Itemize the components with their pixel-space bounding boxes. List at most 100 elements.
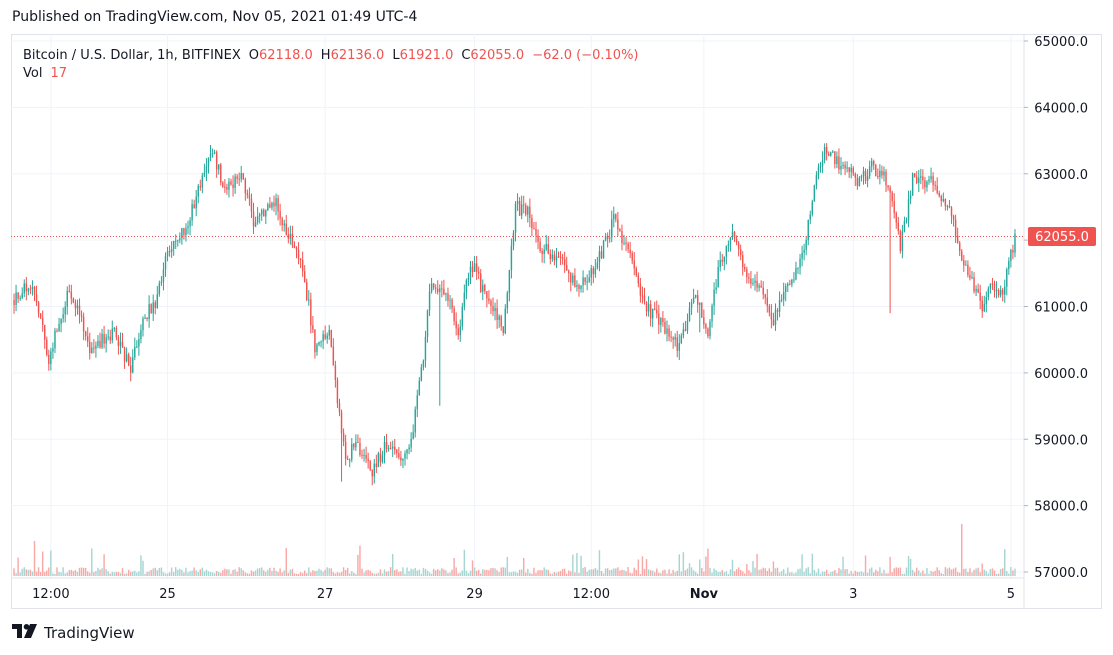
volume-bar xyxy=(602,573,605,576)
candle-body xyxy=(37,302,40,314)
candle-body xyxy=(604,235,607,241)
candle-body xyxy=(856,177,859,186)
candle-body xyxy=(801,252,803,259)
candle-body xyxy=(238,178,240,180)
candle-body xyxy=(70,291,73,299)
volume-bar xyxy=(320,569,322,576)
volume-bar xyxy=(60,572,62,576)
volume-bar xyxy=(461,570,464,576)
volume-bar xyxy=(140,555,142,576)
volume-bar xyxy=(621,569,623,576)
candle-body xyxy=(533,227,535,229)
volume-bar xyxy=(811,553,814,576)
volume-bar xyxy=(465,570,468,576)
volume-bar xyxy=(584,567,586,576)
candle-body xyxy=(156,294,159,308)
candle-body xyxy=(41,317,44,325)
candle-body xyxy=(346,458,349,460)
volume-bar xyxy=(187,572,189,576)
volume-bar xyxy=(477,569,480,576)
volume-bar xyxy=(586,571,588,576)
candle-body xyxy=(369,461,371,470)
volume-bar xyxy=(711,572,713,576)
volume-bar xyxy=(430,573,433,576)
candle-body xyxy=(795,267,797,280)
candle-body xyxy=(134,346,136,358)
volume-value: 17 xyxy=(50,66,67,81)
volume-bar xyxy=(336,572,339,576)
volume-bar xyxy=(273,567,275,576)
candle-body xyxy=(651,308,654,319)
candle-body xyxy=(510,245,513,271)
volume-bar xyxy=(727,573,730,576)
volume-bar xyxy=(56,567,58,576)
volume-bar xyxy=(127,569,130,576)
volume-bar xyxy=(328,568,330,576)
last-price-text: 62055.0 xyxy=(1035,230,1089,245)
volume-bar xyxy=(41,551,44,576)
candle-body xyxy=(696,295,699,305)
candle-body xyxy=(565,264,568,271)
volume-bar xyxy=(715,570,717,576)
candle-body xyxy=(334,365,337,381)
footer-brand[interactable]: TradingView xyxy=(12,624,135,642)
volume-bar xyxy=(154,567,156,576)
volume-bar xyxy=(369,570,371,576)
candle-body xyxy=(805,239,807,250)
candle-body xyxy=(82,316,85,332)
candle-body xyxy=(635,268,638,276)
candle-body xyxy=(320,341,322,343)
candle-body xyxy=(981,300,983,312)
candle-body xyxy=(195,196,197,209)
volume-bar xyxy=(93,572,95,576)
volume-bar xyxy=(383,569,386,576)
candle-body xyxy=(680,335,683,344)
volume-bar xyxy=(385,571,388,576)
volume-bar xyxy=(324,569,326,576)
candle-body xyxy=(512,232,515,246)
volume-bar xyxy=(801,554,803,576)
volume-bar xyxy=(881,573,883,576)
volume-bar xyxy=(277,571,279,576)
candle-body xyxy=(819,165,822,168)
candle-body xyxy=(371,469,373,477)
volume-bar xyxy=(451,569,453,576)
volume-bar xyxy=(301,573,304,576)
candle-body xyxy=(424,336,427,361)
candle-body xyxy=(731,231,734,238)
candle-body xyxy=(144,317,146,319)
volume-bar xyxy=(486,569,488,576)
candle-body xyxy=(1004,286,1006,295)
candle-body xyxy=(660,318,662,325)
candle-body xyxy=(240,173,242,180)
candle-body xyxy=(639,283,642,296)
volume-bar xyxy=(989,568,992,576)
volume-bar xyxy=(291,568,294,576)
candle-body xyxy=(205,166,208,173)
candle-body xyxy=(893,201,895,214)
candle-body xyxy=(881,170,883,176)
candle-body xyxy=(541,251,543,255)
volume-bar xyxy=(762,567,764,576)
candle-body xyxy=(443,288,445,295)
candle-body xyxy=(209,153,212,158)
candle-body xyxy=(586,281,588,283)
volume-bar xyxy=(78,567,81,576)
volume-bar xyxy=(254,570,257,576)
volume-bar xyxy=(250,570,253,576)
volume-bar xyxy=(271,571,273,576)
candle-body xyxy=(827,153,830,156)
volume-bar xyxy=(252,571,255,576)
candle-body xyxy=(283,223,285,226)
volume-bar xyxy=(299,572,302,576)
volume-bar xyxy=(314,571,316,576)
volume-bar xyxy=(404,573,406,576)
volume-bar xyxy=(760,569,762,576)
volume-bar xyxy=(903,573,906,576)
candle-body xyxy=(557,256,560,258)
volume-bar xyxy=(848,573,850,576)
volume-bar xyxy=(527,568,529,576)
candle-body xyxy=(891,192,893,202)
volume-bar xyxy=(852,573,854,576)
